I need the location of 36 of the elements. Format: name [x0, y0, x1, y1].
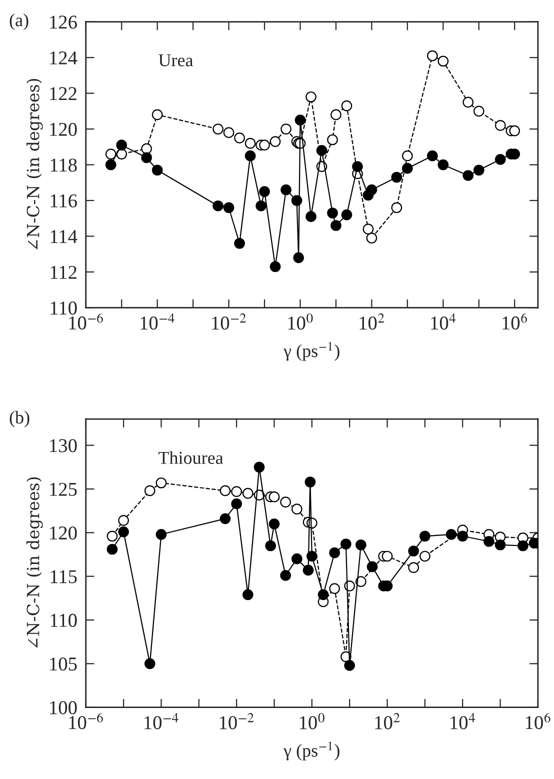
x-tick-label: 10$^{2}$ [360, 313, 384, 330]
chart-title: (a) [10, 14, 28, 30]
y-tick-label: 126 [50, 16, 77, 29]
x-axis-title: γ (ps$^{−1}$) [284, 742, 340, 760]
y-tick-label: 124 [50, 51, 78, 64]
y-tick-label: 114 [50, 230, 78, 243]
x-tick-label: 10$^{0}$ [300, 713, 324, 730]
y-tick-label: 112 [50, 266, 76, 279]
y-axis-title: ∠N-C-N (in degrees) [26, 78, 43, 250]
x-tick-label: 10$^{4}$ [431, 313, 456, 330]
x-tick-label: 10$^{2}$ [375, 713, 400, 730]
y-tick-label: 105 [50, 657, 77, 671]
chart-title: (b) [10, 410, 30, 428]
y-tick-label: 118 [50, 158, 77, 172]
y-tick-label: 115 [50, 570, 77, 584]
annotation: Urea [158, 54, 194, 66]
x-tick-label: 10$^{−2}$ [220, 713, 254, 730]
annotation: Thiourea [158, 451, 224, 464]
x-tick-label: 10$^{4}$ [450, 713, 476, 730]
y-tick-label: 125 [50, 482, 77, 496]
y-tick-label: 130 [50, 439, 77, 452]
x-axis-title: γ (ps$^{−1}$) [284, 342, 340, 361]
x-tick-label: 10$^{6}$ [502, 313, 527, 330]
x-tick-label: 10$^{−2}$ [212, 313, 246, 330]
y-tick-label: 116 [50, 194, 77, 208]
x-tick-label: 10$^{6}$ [526, 712, 550, 730]
y-tick-label: 110 [50, 614, 77, 627]
y-tick-label: 110 [50, 302, 77, 315]
y-tick-label: 120 [50, 122, 77, 136]
y-tick-label: 122 [50, 87, 76, 100]
x-tick-label: 10$^{−4}$ [144, 713, 178, 730]
x-tick-label: 10$^{0}$ [288, 313, 313, 330]
y-tick-label: 120 [50, 526, 77, 540]
x-tick-label: 10$^{−4}$ [140, 313, 174, 330]
y-tick-label: 100 [50, 701, 77, 714]
y-axis-title: ∠N-C-N (in degrees) [26, 477, 43, 648]
